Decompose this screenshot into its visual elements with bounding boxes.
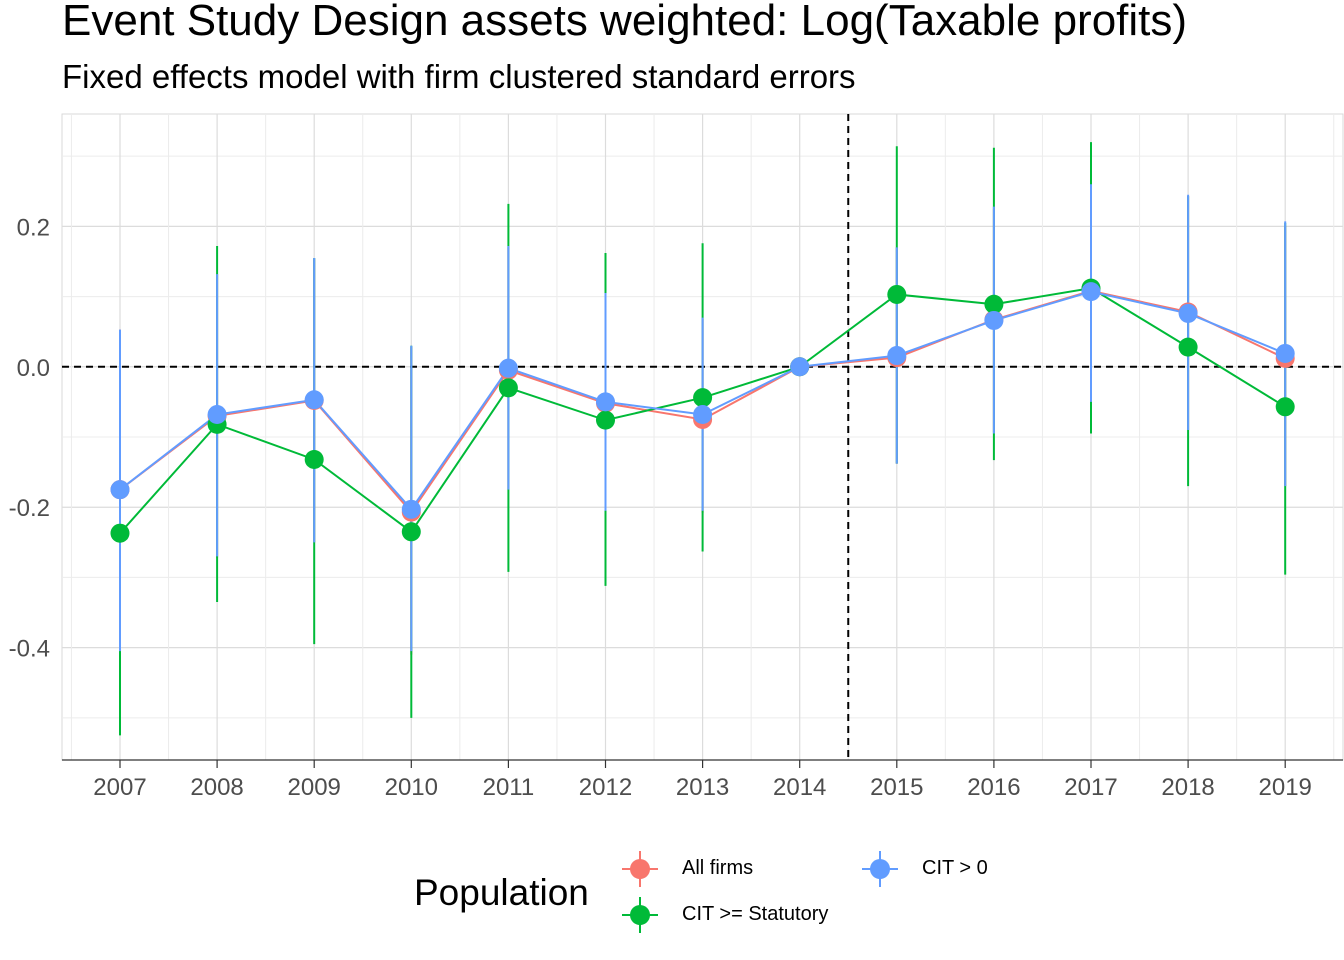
legend-item-cit-positive: CIT > 0 (860, 849, 1020, 889)
data-point-cit-0 (1178, 303, 1198, 323)
axis-layer: 0.2 0.0 -0.2 -0.4 2007 2008 2009 2010 2011 2012 20… (9, 214, 1343, 801)
x-tick-label: 2014 (773, 774, 826, 801)
x-tick-label: 2018 (1161, 774, 1214, 801)
legend-key-cit-statutory-icon (622, 897, 658, 933)
data-point-cit-0 (110, 480, 130, 500)
data-point-cit-statutory (304, 449, 324, 469)
data-point-cit-0 (693, 405, 713, 425)
x-tick-label: 2009 (288, 774, 341, 801)
data-point-cit-statutory (1178, 337, 1198, 357)
x-tick-label: 2017 (1064, 774, 1117, 801)
chart-subtitle: Fixed effects model with firm clustered … (62, 58, 856, 95)
series-points (110, 278, 1295, 543)
x-tick-label: 2008 (190, 774, 243, 801)
data-point-cit-0 (1081, 282, 1101, 302)
y-tick-label: -0.4 (9, 636, 50, 663)
data-point-cit-0 (498, 358, 518, 378)
data-point-cit-statutory (110, 523, 130, 543)
x-tick-label: 2010 (385, 774, 438, 801)
legend-item-all-firms: All firms (620, 849, 780, 889)
legend-item-cit-statutory: CIT >= Statutory (620, 895, 860, 935)
legend-label-cit-positive: CIT > 0 (922, 857, 988, 879)
legend-label-all-firms: All firms (682, 857, 754, 879)
data-point-cit-statutory (401, 522, 421, 542)
data-point-cit-0 (401, 499, 421, 519)
y-tick-label: -0.2 (9, 495, 50, 522)
data-point-cit-0 (1275, 343, 1295, 363)
x-tick-label: 2019 (1259, 774, 1312, 801)
data-point-cit-statutory (693, 388, 713, 408)
data-point-cit-statutory (498, 378, 518, 398)
legend-key-all-firms-icon (622, 851, 658, 887)
data-point-cit-statutory (887, 284, 907, 304)
y-tick-label: 0.2 (17, 214, 50, 241)
y-tick-label: 0.0 (17, 355, 50, 382)
data-point-cit-0 (984, 310, 1004, 330)
data-point-cit-statutory (596, 410, 615, 430)
x-tick-label: 2016 (967, 774, 1020, 801)
chart-title: Event Study Design assets weighted: Log(… (62, 0, 1188, 45)
data-point-cit-statutory (1275, 397, 1295, 417)
x-tick-label: 2007 (93, 774, 146, 801)
legend-title: Population (414, 872, 589, 913)
data-point-cit-statutory (984, 294, 1004, 314)
data-point-cit-0 (790, 357, 810, 377)
legend-key-cit-positive-icon (862, 851, 898, 887)
x-tick-label: 2012 (579, 774, 632, 801)
data-point-cit-0 (887, 346, 907, 366)
data-point-cit-0 (207, 405, 227, 425)
x-tick-label: 2011 (483, 774, 535, 801)
x-tick-label: 2015 (870, 774, 923, 801)
legend-label-cit-statutory: CIT >= Statutory (682, 903, 829, 925)
x-tick-label: 2013 (676, 774, 729, 801)
data-point-cit-0 (596, 392, 615, 412)
data-point-cit-0 (304, 390, 324, 410)
